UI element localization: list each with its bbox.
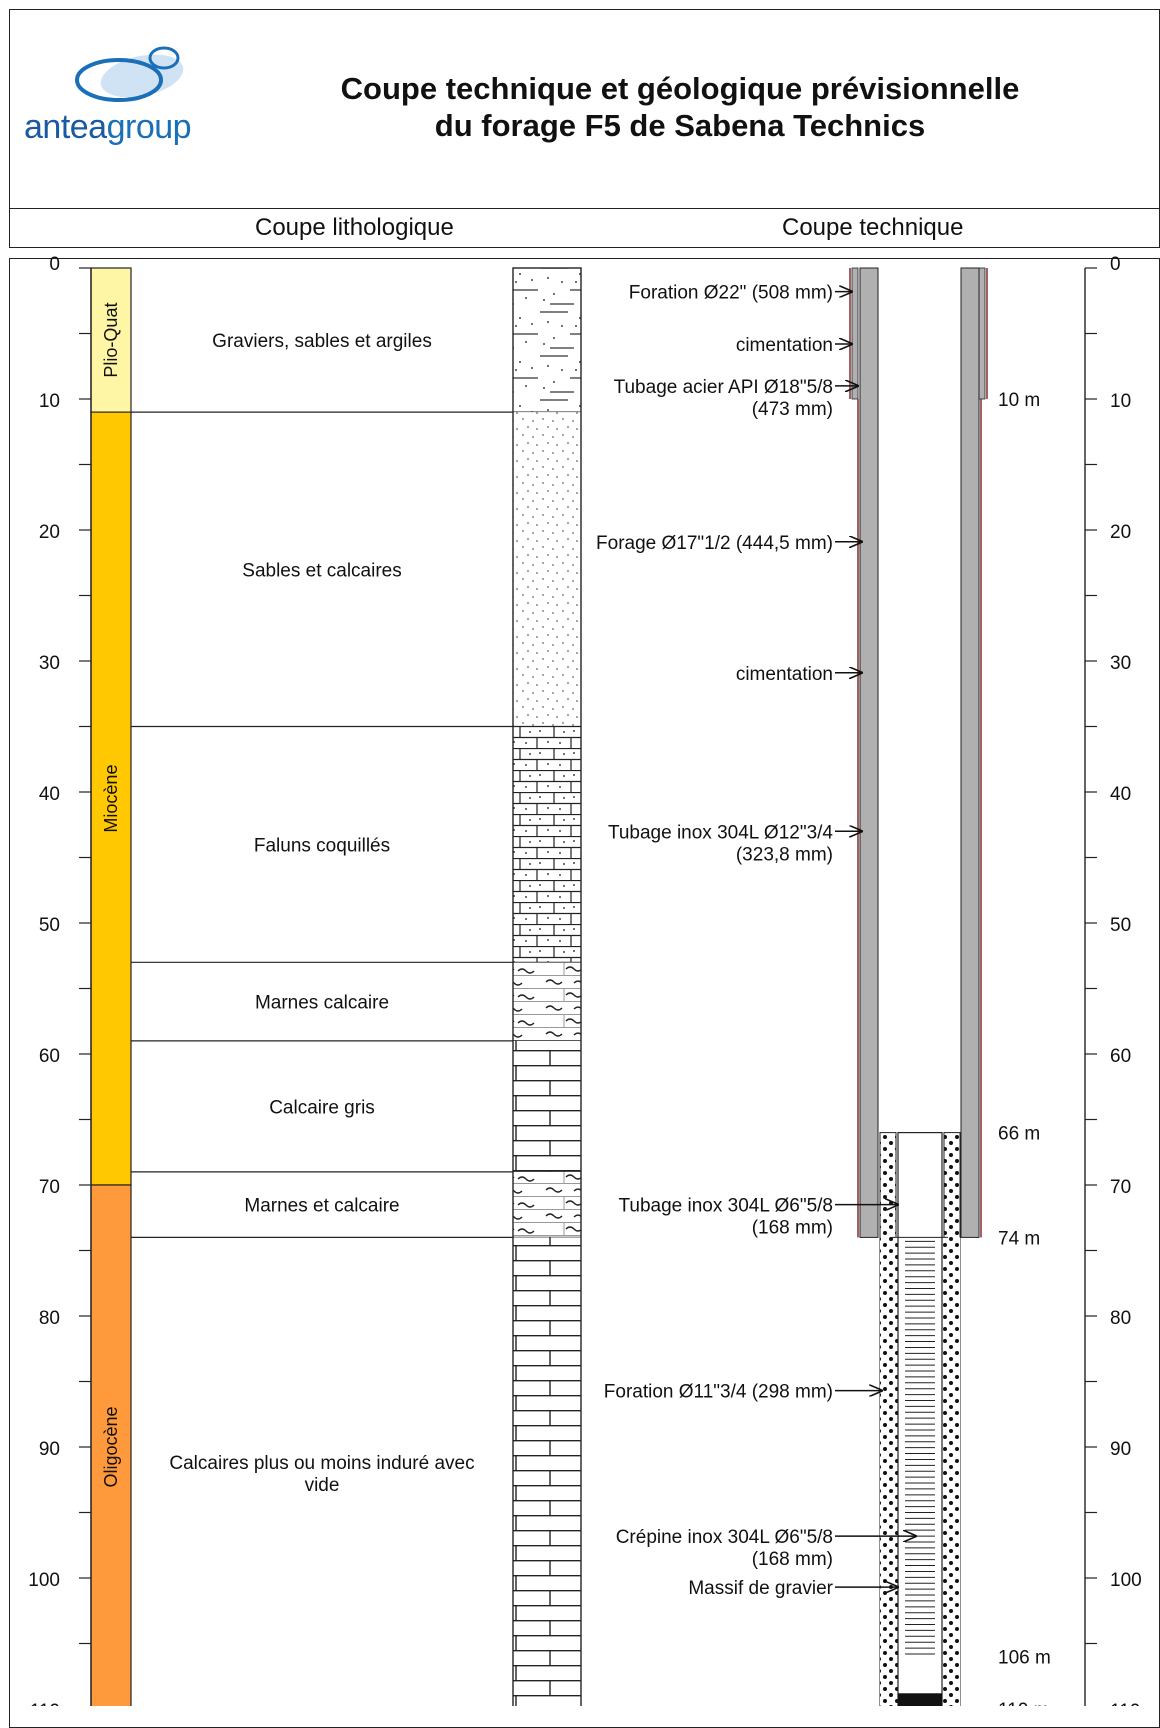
annotation-5: Tubage inox 304L Ø12"3/4(323,8 mm) [608, 822, 862, 865]
left-tick-label-80: 80 [39, 1308, 60, 1329]
outer-casing-left [851, 267, 859, 400]
annotation-4: cimentation [736, 664, 862, 685]
annotation-5-line-1: (323,8 mm) [736, 844, 833, 865]
right-tick-label-90: 90 [1110, 1439, 1131, 1460]
antea-logo-icon [75, 46, 184, 102]
annotation-2-line-1: (473 mm) [752, 399, 833, 420]
right-tick-label-110: 110 [1110, 1701, 1140, 1706]
depth-marker-0: 10 m [998, 390, 1040, 411]
litho-label-0: Graviers, sables et argiles [212, 331, 432, 352]
strat-label-2: Oligocène [101, 1406, 121, 1487]
left-tick-label-100: 100 [28, 1570, 60, 1591]
depth-marker-1: 66 m [998, 1124, 1040, 1145]
right-tick-label-80: 80 [1110, 1308, 1131, 1329]
right-tick-label-20: 20 [1110, 522, 1131, 543]
litho-pattern-1 [513, 412, 581, 727]
annotation-8-line-1: (168 mm) [752, 1549, 833, 1570]
strat-label-0: Plio-Quat [101, 303, 121, 378]
left-tick-label-60: 60 [39, 1046, 60, 1067]
annotation-0: Foration Ø22" (508 mm) [629, 283, 852, 304]
annotation-3: Forage Ø17"1/2 (444,5 mm) [596, 533, 862, 554]
right-tick-label-100: 100 [1110, 1570, 1142, 1591]
litho-pattern-0 [513, 268, 581, 413]
annotation-8-line-0: Crépine inox 304L Ø6"5/8 [616, 1527, 833, 1548]
depth-marker-4: 110 m [998, 1700, 1049, 1706]
section-label-tech: Coupe technique [782, 214, 964, 241]
litho-column-border [512, 267, 582, 1706]
litho-label-3: Marnes calcaire [255, 993, 389, 1014]
litho-pattern-4 [513, 1040, 581, 1172]
left-tick-label-0: 0 [49, 254, 60, 275]
litho-pattern-2 [513, 726, 581, 963]
left-tick-label-10: 10 [39, 391, 60, 412]
section-label-litho: Coupe lithologique [255, 214, 454, 241]
strat-label-1: Miocène [101, 765, 121, 833]
litho-pattern-5 [513, 1171, 581, 1238]
litho-pattern-3 [513, 962, 581, 1041]
depth-axes: 0 0 10 10 20 20 30 30 40 40 50 50 60 60 70 70 80 80 90 90 10… [28, 254, 1142, 1706]
title-line-2: du forage F5 de Sabena Technics [434, 108, 926, 143]
annotation-2-line-0: Tubage acier API Ø18"5/8 [614, 377, 833, 398]
left-tick-label-50: 50 [39, 915, 60, 936]
annotation-0-line-0: Foration Ø22" (508 mm) [629, 283, 833, 304]
litho-label-6: Calcaires plus ou moins induré avec vide [169, 1453, 474, 1496]
annotation-7-line-0: Foration Ø11"3/4 (298 mm) [604, 1382, 833, 1403]
left-tick-label-20: 20 [39, 522, 60, 543]
inner-casing-right [960, 267, 980, 1238]
annotation-7: Foration Ø11"3/4 (298 mm) [604, 1382, 882, 1403]
title-line-1: Coupe technique et géologique prévisionn… [340, 71, 1020, 106]
litho-label-2: Faluns coquillés [254, 835, 390, 856]
right-tick-label-50: 50 [1110, 915, 1131, 936]
logo-text: anteagroup [24, 108, 192, 146]
annotation-9-line-0: Massif de gravier [688, 1578, 833, 1599]
depth-marker-3: 106 m [998, 1648, 1051, 1669]
inner-casing-left [859, 267, 879, 1238]
litho-pattern-6 [513, 1237, 581, 1706]
sump [898, 1693, 942, 1706]
right-tick-label-70: 70 [1110, 1177, 1131, 1198]
screen-slots [905, 1240, 935, 1655]
right-tick-label-40: 40 [1110, 784, 1131, 805]
left-tick-label-110: 110 [30, 1701, 60, 1706]
left-tick-label-70: 70 [39, 1177, 60, 1198]
outer-casing-right [978, 267, 986, 400]
annotation-4-line-0: cimentation [736, 664, 833, 685]
left-tick-label-90: 90 [39, 1439, 60, 1460]
annotation-6-line-1: (168 mm) [752, 1218, 833, 1239]
annotation-5-line-0: Tubage inox 304L Ø12"3/4 [608, 822, 833, 843]
annotation-1-line-0: cimentation [736, 335, 833, 356]
left-tick-label-40: 40 [39, 784, 60, 805]
litho-label-4: Calcaire gris [269, 1097, 375, 1118]
annotation-3-line-0: Forage Ø17"1/2 (444,5 mm) [596, 533, 833, 554]
annotation-8: Crépine inox 304L Ø6"5/8(168 mm) [616, 1527, 916, 1570]
litho-label-5: Marnes et calcaire [244, 1196, 399, 1217]
right-tick-label-10: 10 [1110, 391, 1131, 412]
litho-label-1: Sables et calcaires [242, 560, 401, 581]
page-title: Coupe technique et géologique prévisionn… [290, 70, 1070, 144]
left-tick-label-30: 30 [39, 653, 60, 674]
annotation-6-line-0: Tubage inox 304L Ø6"5/8 [619, 1196, 834, 1217]
depth-marker-2: 74 m [998, 1228, 1040, 1249]
inner-tube [897, 1131, 943, 1706]
right-tick-label-0: 0 [1110, 254, 1121, 275]
annotation-2: Tubage acier API Ø18"5/8(473 mm) [614, 377, 858, 420]
right-tick-label-30: 30 [1110, 653, 1131, 674]
annotation-6: Tubage inox 304L Ø6"5/8(168 mm) [619, 1196, 899, 1239]
right-tick-label-60: 60 [1110, 1046, 1131, 1067]
annotation-1: cimentation [736, 335, 852, 356]
annotation-9: Massif de gravier [688, 1578, 898, 1599]
